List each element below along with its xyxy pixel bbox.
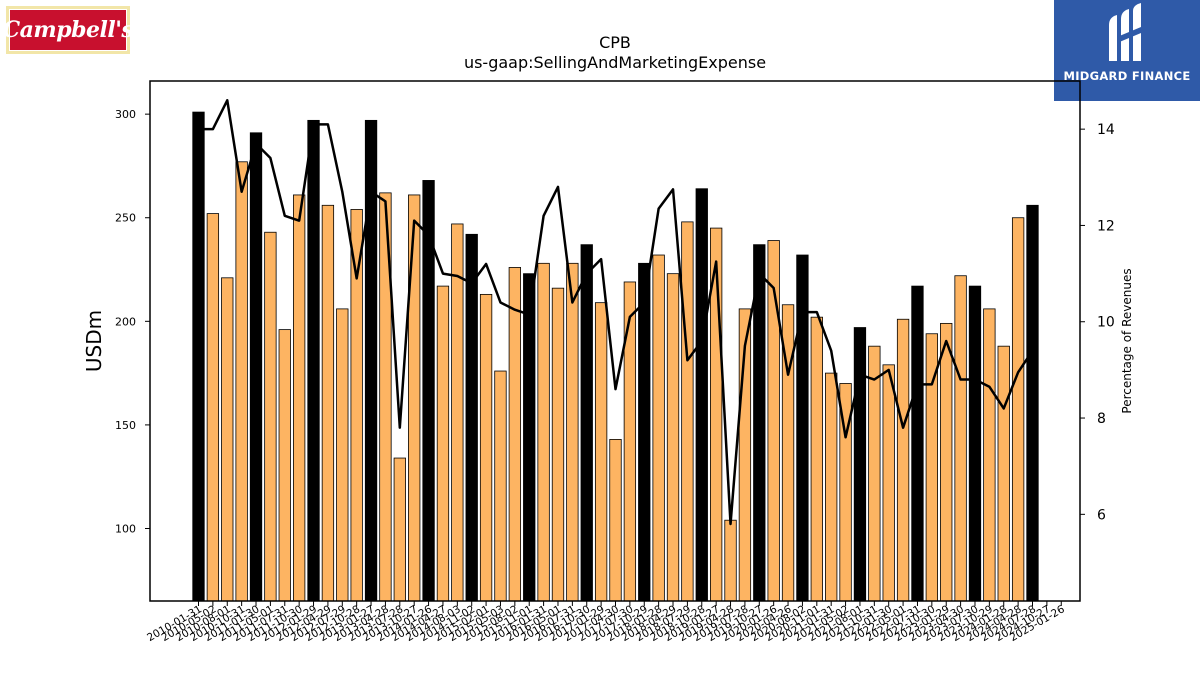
bar-47 <box>868 345 881 602</box>
y2-tick-label-1: 8 <box>1097 411 1106 427</box>
bar-14 <box>393 457 406 602</box>
line-layer <box>198 99 1034 526</box>
pct-revenue-line <box>198 99 1034 526</box>
bar-37 <box>724 519 737 602</box>
bar-15 <box>408 194 421 602</box>
bar-24 <box>537 262 550 602</box>
bar-21 <box>494 370 507 602</box>
bar-46 <box>853 327 867 602</box>
bar-22 <box>508 267 521 602</box>
bar-3 <box>235 161 248 602</box>
bar-42 <box>796 254 809 602</box>
bar-30 <box>623 281 637 602</box>
bar-11 <box>350 209 363 602</box>
y2-tick-label-3: 12 <box>1097 218 1115 234</box>
bar-55 <box>983 308 996 602</box>
bar-34 <box>681 221 694 602</box>
bar-23 <box>523 273 536 602</box>
bar-5 <box>264 231 277 602</box>
midgard-mark-icon <box>1109 3 1141 61</box>
bar-58 <box>1026 204 1039 602</box>
y-tick-label-1: 150 <box>115 419 136 432</box>
bar-9 <box>321 204 335 602</box>
bar-8 <box>307 119 320 602</box>
y-tick-label-0: 100 <box>115 522 136 535</box>
bar-50 <box>911 285 924 602</box>
bar-43 <box>810 316 823 602</box>
bar-20 <box>479 293 493 602</box>
bar-28 <box>594 302 608 602</box>
chart-title: CPB <box>599 33 631 52</box>
bar-57 <box>1011 217 1025 602</box>
bar-0 <box>192 111 205 602</box>
y2-tick-label-2: 10 <box>1097 315 1115 331</box>
bar-7 <box>292 194 306 602</box>
bar-49 <box>896 318 910 602</box>
y-tick-label-4: 300 <box>115 108 136 121</box>
midgard-finance-label: MIDGARD FINANCE <box>1063 69 1191 83</box>
bar-31 <box>638 262 651 602</box>
bar-26 <box>566 262 579 602</box>
bar-27 <box>580 244 593 602</box>
bar-17 <box>436 285 450 602</box>
bar-54 <box>968 285 982 602</box>
campbells-logo-text: Campbell's <box>3 9 134 51</box>
y2-axis-label: Percentage of Revenues <box>1120 268 1134 413</box>
y-tick-label-2: 200 <box>115 315 136 328</box>
y2-tick-label-4: 14 <box>1097 122 1115 138</box>
bar-2 <box>221 277 234 602</box>
bar-10 <box>336 308 349 602</box>
bar-35 <box>695 188 708 602</box>
y-axis-label: USDm <box>82 310 106 372</box>
bar-48 <box>882 364 895 602</box>
y2-tick-label-0: 6 <box>1097 507 1106 523</box>
bar-33 <box>666 273 680 602</box>
bar-25 <box>551 287 565 602</box>
midgard-finance-logo: MIDGARD FINANCE <box>1054 0 1200 101</box>
chart-subtitle: us-gaap:SellingAndMarketingExpense <box>463 53 767 72</box>
bar-18 <box>451 223 464 602</box>
bars-layer <box>192 111 1039 602</box>
bar-19 <box>465 233 478 602</box>
bar-6 <box>278 329 291 602</box>
bar-1 <box>206 213 220 602</box>
bar-32 <box>652 254 665 602</box>
bar-52 <box>940 322 953 602</box>
bar-56 <box>997 345 1010 602</box>
y-tick-label-3: 250 <box>115 212 136 225</box>
bar-29 <box>609 439 622 602</box>
bar-44 <box>825 372 838 602</box>
campbells-logo: Campbell's <box>3 6 134 54</box>
axes-layer: 100150200250300681012142010-01-312010-05… <box>82 80 1134 644</box>
bar-4 <box>249 132 263 602</box>
bar-53 <box>954 275 967 602</box>
